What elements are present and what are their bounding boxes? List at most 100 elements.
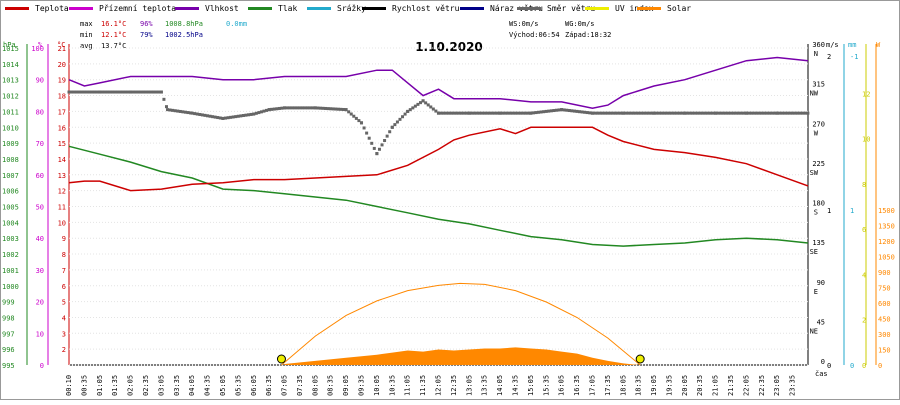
wind-direction-point <box>426 103 430 107</box>
wind-direction-point <box>454 111 458 115</box>
wind-direction-point <box>688 111 692 115</box>
wind-direction-point <box>511 111 515 115</box>
x-tick-label-9: 04:35 <box>204 375 212 396</box>
wind-direction-point <box>444 111 448 115</box>
wind-direction-point <box>171 108 175 112</box>
x-tick-label-43: 21:35 <box>727 375 735 396</box>
wind-direction-point <box>354 116 358 120</box>
x-tick-label-18: 09:05 <box>342 375 350 396</box>
wind-direction-point <box>752 111 756 115</box>
wind-direction-point <box>203 113 207 117</box>
wind-direction-point <box>259 110 263 114</box>
wind-direction-point <box>247 113 251 117</box>
x-tick-label-21: 10:35 <box>388 375 396 396</box>
temperature-tick-0: 21 <box>58 45 66 53</box>
temperature-tick-11: 10 <box>58 219 66 227</box>
solar-tick-4: 900 <box>878 269 891 277</box>
temperature-tick-5: 16 <box>58 124 66 132</box>
direction-label-5: SE <box>810 248 818 256</box>
wind-direction-point <box>370 141 374 145</box>
wind-direction-point <box>537 110 541 114</box>
wind-direction-point <box>757 111 761 115</box>
wind-direction-point <box>300 106 304 110</box>
wind-direction-point <box>475 111 479 115</box>
x-tick-label-46: 23:05 <box>773 375 781 396</box>
solar-tick-8: 300 <box>878 331 891 339</box>
wind-direction-point <box>152 90 156 94</box>
wind-direction-point <box>336 107 340 111</box>
wind-direction-point <box>478 111 482 115</box>
legend-label-3: Tlak <box>278 4 297 13</box>
wind-direction-point <box>221 116 225 120</box>
wind-direction-point <box>154 90 158 94</box>
wind-direction-point <box>521 111 525 115</box>
pressure-tick-11: 1004 <box>2 219 19 227</box>
temperature-tick-1: 20 <box>58 61 66 69</box>
wind-direction-point <box>608 111 612 115</box>
wind-direction-point <box>141 90 145 94</box>
wind-direction-point <box>554 108 558 112</box>
wind-direction-point <box>737 111 741 115</box>
wind-tick-0: 2 <box>827 53 831 61</box>
pressure-tick-15: 1000 <box>2 283 19 291</box>
wind-direction-point <box>108 90 112 94</box>
x-tick-label-25: 12:35 <box>450 375 458 396</box>
wind-direction-point <box>503 111 507 115</box>
wind-direction-point <box>488 111 492 115</box>
wind-direction-point <box>166 108 170 112</box>
wind-direction-point <box>131 90 135 94</box>
wind-direction-point <box>775 111 779 115</box>
x-tick-label-45: 22:35 <box>758 375 766 396</box>
pressure-tick-4: 1011 <box>2 108 19 116</box>
wind-direction-point <box>293 106 297 110</box>
wind-direction-point <box>762 111 766 115</box>
wind-direction-point <box>626 111 630 115</box>
uv-tick-1: 10 <box>862 136 870 144</box>
rain-unit: mm <box>848 41 856 49</box>
wind-direction-point <box>216 116 220 120</box>
wind-direction-point <box>590 111 594 115</box>
uv-tick-3: 6 <box>862 226 866 234</box>
legend-label-8: UV index <box>615 4 654 13</box>
pressure-tick-17: 998 <box>2 314 15 322</box>
wind-direction-point <box>316 106 320 110</box>
wind-direction-point <box>372 146 376 150</box>
stats-avg-temp: 13.7°C <box>101 42 126 50</box>
wind-direction-point <box>801 111 805 115</box>
wind-direction-point <box>365 131 369 135</box>
wind-direction-point <box>229 115 233 119</box>
wind-direction-point <box>116 90 120 94</box>
x-tick-label-42: 21:05 <box>712 375 720 396</box>
wind-direction-point <box>467 111 471 115</box>
wind-direction-point <box>672 111 676 115</box>
wind-direction-point <box>406 109 410 113</box>
wind-direction-point <box>186 111 190 115</box>
wind-direction-point <box>403 112 407 116</box>
wind-direction-point <box>593 111 597 115</box>
x-tick-label-41: 20:35 <box>696 375 704 396</box>
wind-direction-point <box>123 90 127 94</box>
direction-label-7: NE <box>810 327 818 335</box>
humidity-tick-0: 100 <box>31 45 44 53</box>
wind-direction-point <box>341 107 345 111</box>
pressure-tick-18: 997 <box>2 330 15 338</box>
wind-direction-point <box>98 90 102 94</box>
pressure-tick-8: 1007 <box>2 172 19 180</box>
wind-direction-point <box>82 90 86 94</box>
time-unit: čas <box>815 370 828 378</box>
wind-direction-point <box>639 111 643 115</box>
direction-label-0: N <box>814 50 818 58</box>
wind-direction-point <box>437 111 440 115</box>
wind-direction-point <box>665 111 669 115</box>
humidity-unit: % <box>38 41 43 49</box>
uv-tick-2: 8 <box>862 181 866 189</box>
wind-direction-point <box>634 111 638 115</box>
wind-direction-point <box>193 112 197 116</box>
pressure-tick-19: 996 <box>2 346 15 354</box>
wind-direction-point <box>470 111 474 115</box>
wind-direction-point <box>313 106 317 110</box>
x-tick-label-10: 05:05 <box>219 375 227 396</box>
solar-unit: W <box>876 41 881 49</box>
wind-direction-point <box>334 107 338 111</box>
